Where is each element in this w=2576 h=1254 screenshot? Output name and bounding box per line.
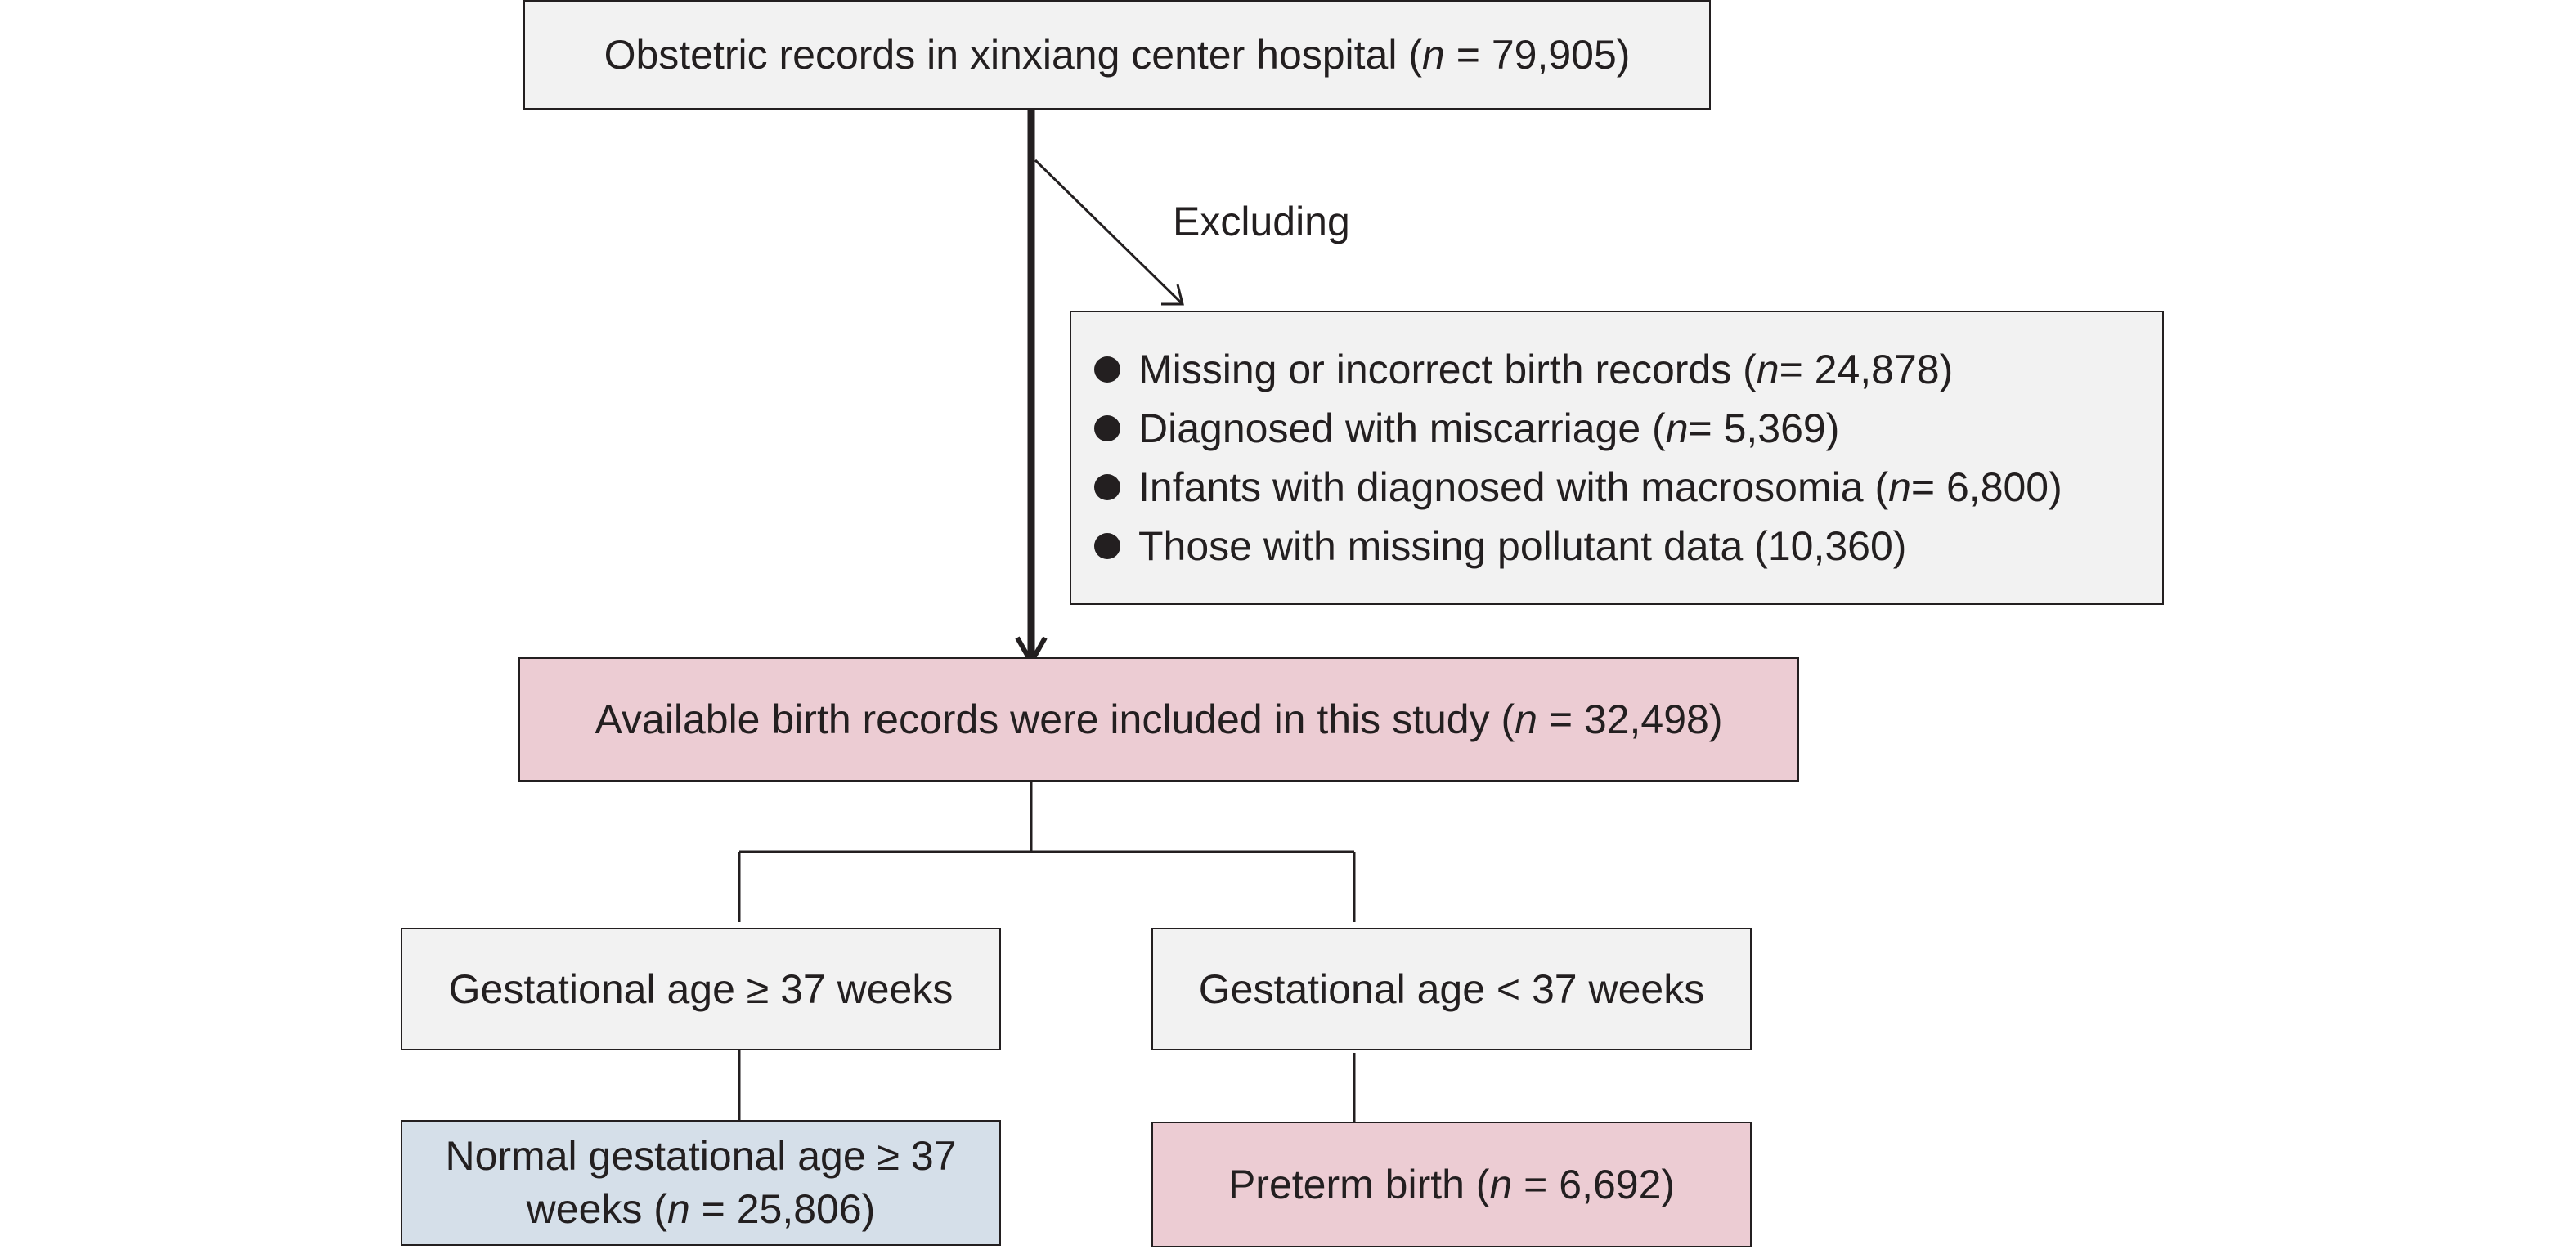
term-gestational-age-label: Gestational age ≥ 37 weeks <box>448 965 954 1012</box>
normal-gestational-age-box: Normal gestational age ≥ 37 weeks (n = 2… <box>401 1120 1001 1246</box>
included-records-label: Available birth records were included in… <box>595 693 1722 746</box>
preterm-gestational-age-box: Gestational age < 37 weeks <box>1151 928 1752 1050</box>
exclusion-text: Infants with diagnosed with macrosomia ( <box>1138 464 1889 510</box>
exclusion-text: Missing or incorrect birth records ( <box>1138 346 1757 392</box>
preterm-birth-box: Preterm birth (n = 6,692) <box>1151 1122 1752 1247</box>
exclusion-n-symbol: n <box>1888 464 1911 510</box>
included-records-box: Available birth records were included in… <box>518 657 1799 782</box>
preterm-n-value: = 6,692) <box>1512 1161 1676 1207</box>
exclusion-text: Diagnosed with miscarriage ( <box>1138 405 1666 451</box>
exclusion-item: Infants with diagnosed with macrosomia (… <box>1094 458 2062 517</box>
bullet-icon <box>1094 415 1120 441</box>
normal-gestational-age-label: Normal gestational age ≥ 37 weeks (n = 2… <box>427 1130 975 1236</box>
exclusion-n-value: = 24,878) <box>1779 346 1954 392</box>
exclusion-arrow-line <box>1034 159 1184 306</box>
source-n-value: = 79,905) <box>1444 31 1631 78</box>
exclusion-n-value: = 6,800) <box>1910 464 2062 510</box>
exclusion-n-symbol: n <box>1756 346 1779 392</box>
included-n-symbol: n <box>1515 696 1537 742</box>
included-text: Available birth records were included in… <box>595 696 1515 742</box>
preterm-gestational-age-label: Gestational age < 37 weeks <box>1198 965 1705 1012</box>
exclusion-n-value: = 5,369) <box>1688 405 1840 451</box>
exclusion-n-symbol: n <box>1665 405 1689 451</box>
source-records-text: Obstetric records in xinxiang center hos… <box>604 31 1423 78</box>
exclusion-text: Those with missing pollutant data (10,36… <box>1138 522 1907 569</box>
normal-n-value: = 25,806) <box>689 1186 876 1232</box>
bullet-icon <box>1094 356 1120 383</box>
bullet-icon <box>1094 533 1120 559</box>
exclusion-item: Missing or incorrect birth records (n = … <box>1094 340 1953 399</box>
exclusion-arrowhead <box>1161 284 1184 306</box>
exclusions-box: Missing or incorrect birth records (n = … <box>1070 311 2164 605</box>
bullet-icon <box>1094 474 1120 500</box>
normal-text: Normal gestational age ≥ 37 weeks ( <box>445 1133 957 1232</box>
normal-n-symbol: n <box>666 1186 690 1232</box>
source-n-symbol: n <box>1422 31 1445 78</box>
term-gestational-age-box: Gestational age ≥ 37 weeks <box>401 928 1001 1050</box>
included-n-value: = 32,498) <box>1537 696 1723 742</box>
source-records-label: Obstetric records in xinxiang center hos… <box>604 29 1631 82</box>
source-records-box: Obstetric records in xinxiang center hos… <box>523 0 1711 110</box>
exclusion-item: Diagnosed with miscarriage (n = 5,369) <box>1094 399 1839 458</box>
exclusion-item: Those with missing pollutant data (10,36… <box>1094 517 1906 575</box>
preterm-text: Preterm birth ( <box>1227 1161 1490 1207</box>
excluding-label: Excluding <box>1173 199 1350 244</box>
preterm-birth-label: Preterm birth (n = 6,692) <box>1228 1158 1675 1211</box>
preterm-n-symbol: n <box>1489 1161 1513 1207</box>
